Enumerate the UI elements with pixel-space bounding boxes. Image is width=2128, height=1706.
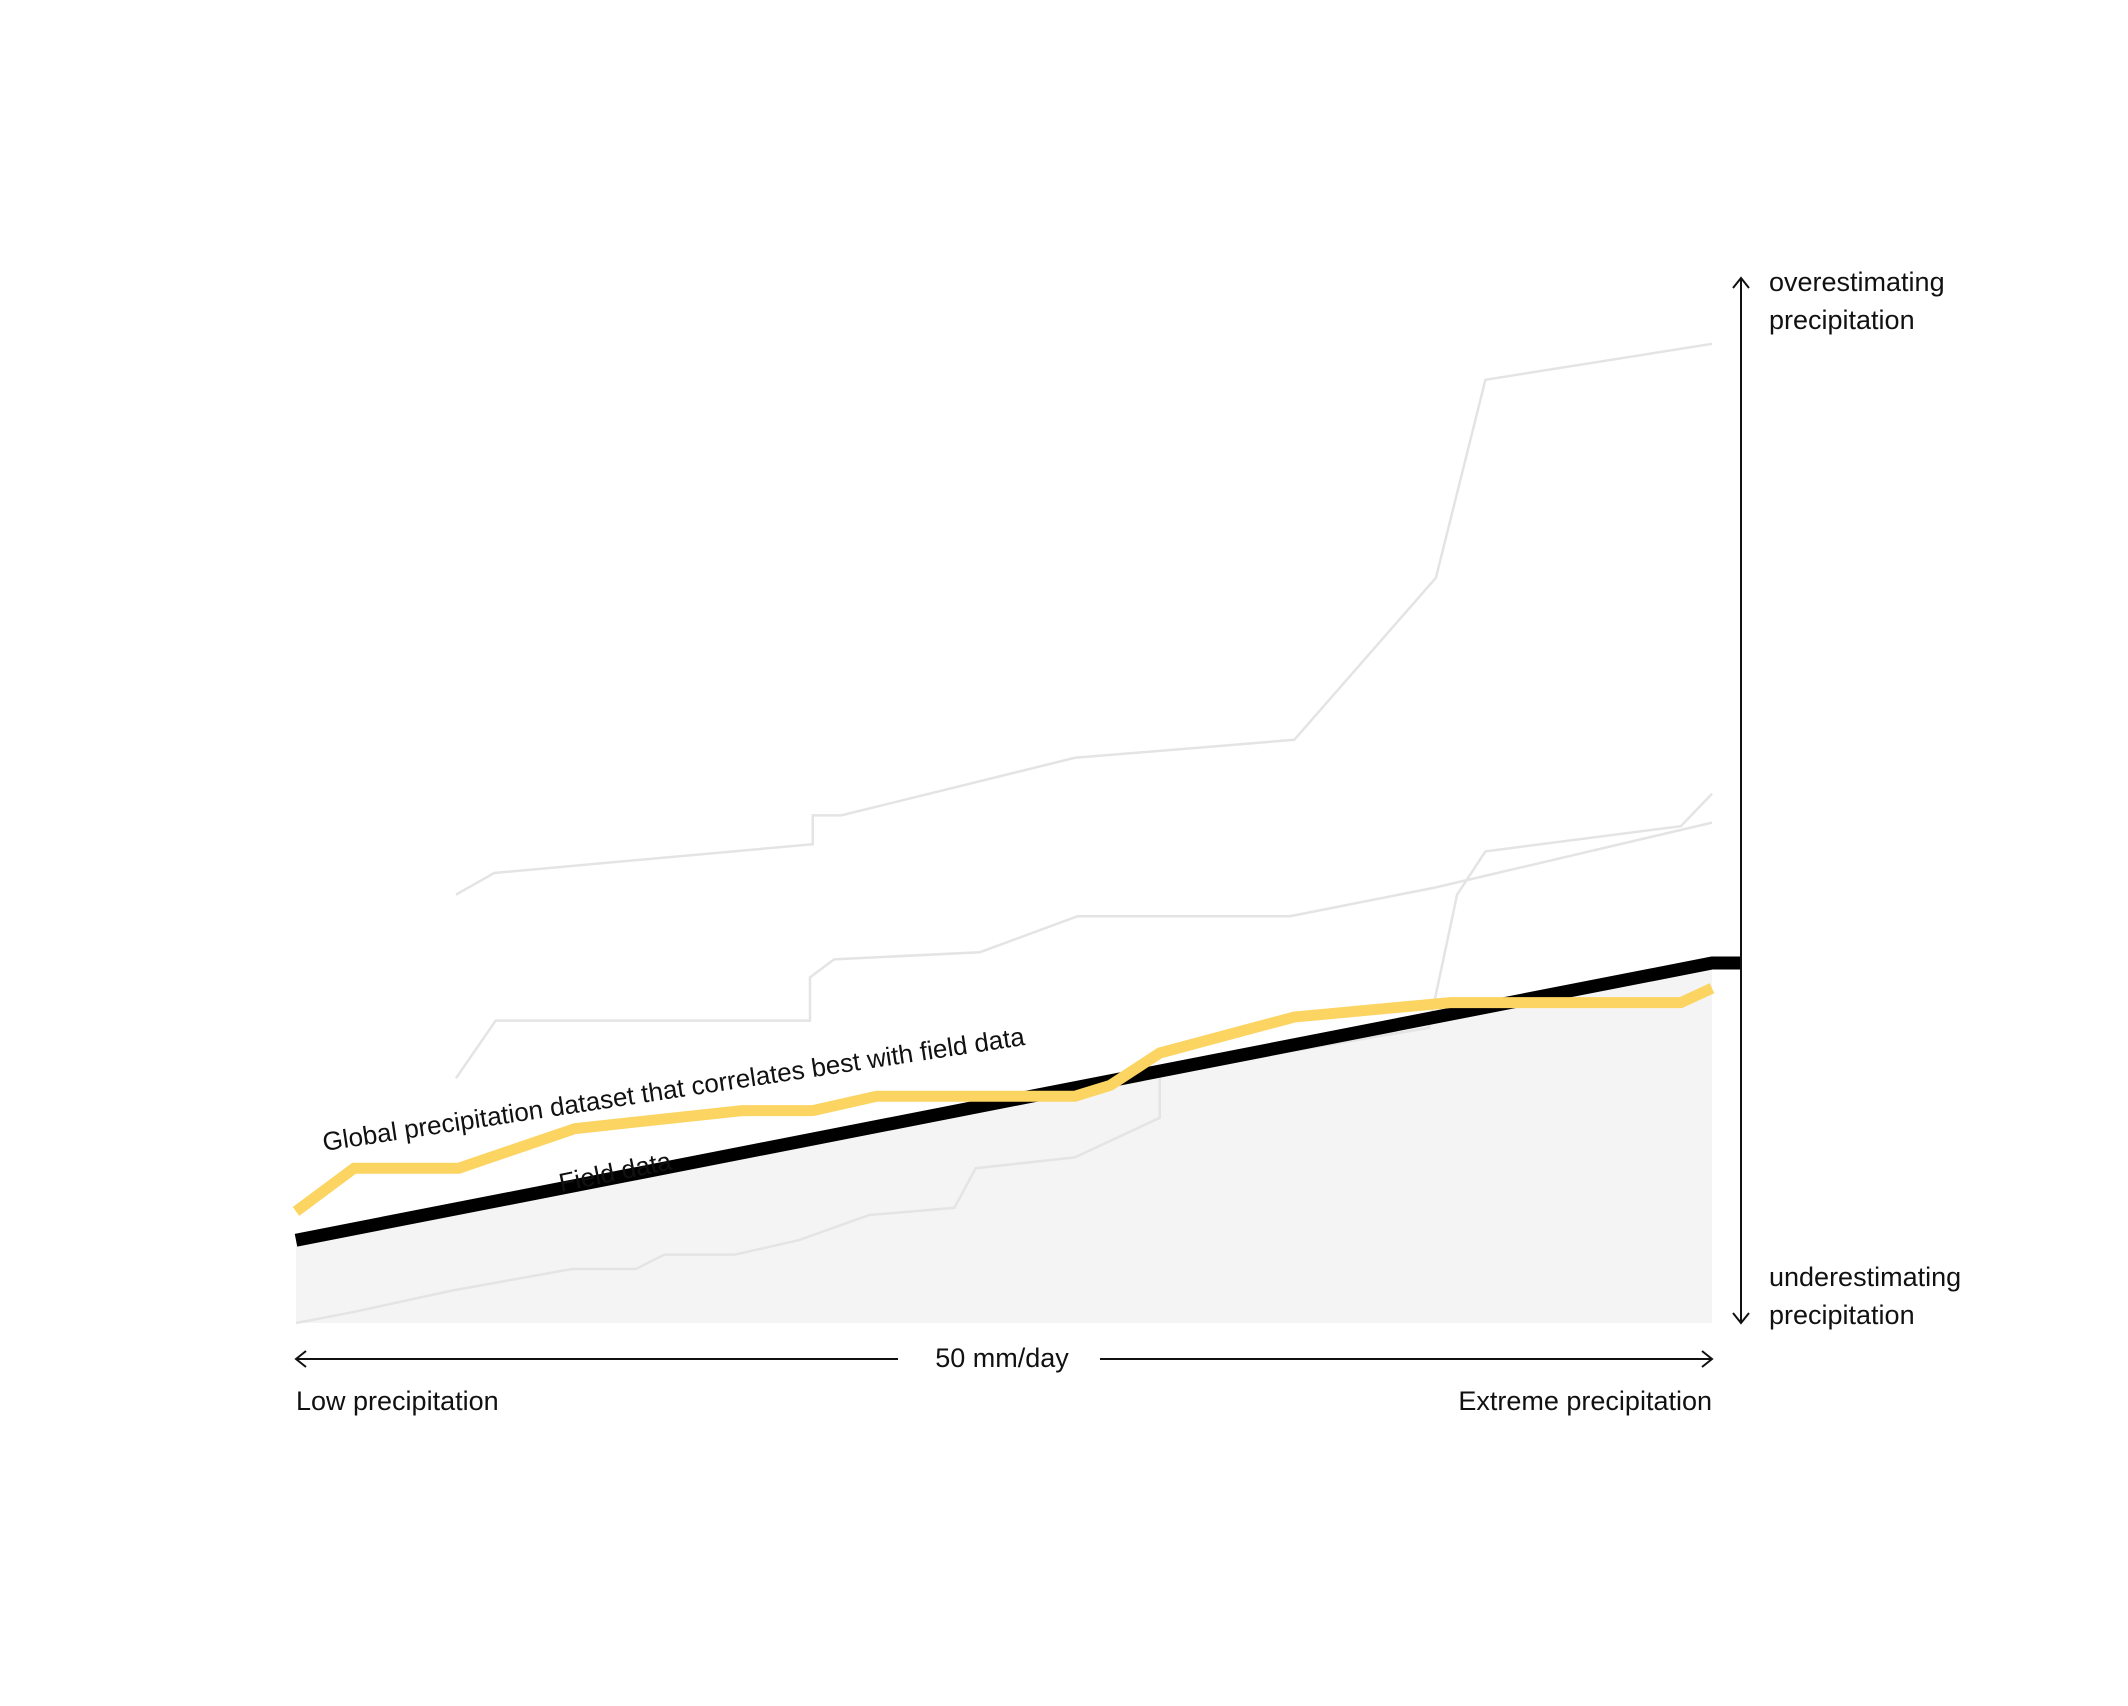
- y-top-label-line1: overestimating: [1769, 267, 1945, 297]
- x-axis-low-label: Low precipitation: [296, 1386, 499, 1416]
- y-axis-arrow: [1732, 276, 1750, 1325]
- series-layer: [292, 342, 1741, 1325]
- y-bottom-label-line1: underestimating: [1769, 1262, 1961, 1292]
- other-dataset-3-line: [295, 792, 1713, 1325]
- arrow-down-icon: [1732, 1312, 1750, 1325]
- other-dataset-2-line: [454, 821, 1713, 1079]
- field-data-area: [296, 963, 1712, 1323]
- y-bottom-label-line2: precipitation: [1769, 1300, 1915, 1330]
- other-dataset-1-line: [455, 342, 1713, 896]
- best-dataset-line: [292, 983, 1715, 1216]
- arrow-right-icon: [1701, 1350, 1714, 1368]
- x-axis-arrow: [294, 1350, 1714, 1368]
- field-data-line: [294, 956, 1741, 1247]
- arrow-up-icon: [1732, 276, 1750, 289]
- y-top-label-line2: precipitation: [1769, 305, 1915, 335]
- arrow-left-icon: [294, 1350, 307, 1368]
- x-axis-label: 50 mm/day: [935, 1343, 1069, 1373]
- x-axis-high-label: Extreme precipitation: [1458, 1386, 1712, 1416]
